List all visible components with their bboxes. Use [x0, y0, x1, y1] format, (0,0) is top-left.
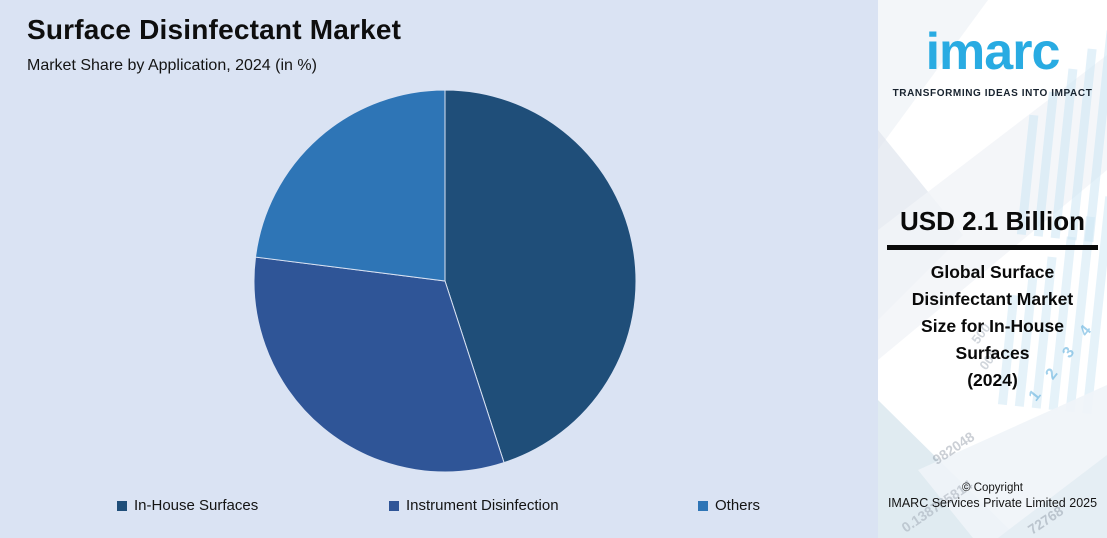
copyright-line1: © Copyright	[962, 482, 1023, 494]
divider-rule	[887, 245, 1098, 250]
copyright-line2: IMARC Services Private Limited 2025	[887, 496, 1098, 510]
pie-slice-in-house-surfaces	[444, 89, 637, 464]
market-size-label-line: Global Surface	[930, 262, 1055, 282]
pie-slice-instrument-disinfection	[253, 256, 505, 473]
legend-label: Others	[715, 497, 761, 514]
brand-panel: 1 2 3 4 500 000 982048 0.138785814 72768…	[878, 0, 1107, 538]
market-size-label-line: Disinfectant Market	[911, 289, 1074, 309]
market-size-value: USD 2.1 Billion	[900, 206, 1085, 236]
legend-swatch	[698, 500, 708, 511]
legend-swatch	[389, 500, 399, 511]
copyright: © Copyright IMARC Services Private Limit…	[878, 481, 1107, 511]
legend-item-in-house-surfaces: In-House Surfaces	[117, 497, 258, 514]
legend-label: In-House Surfaces	[134, 497, 259, 514]
legend-swatch	[117, 500, 127, 511]
legend-item-others: Others	[698, 497, 760, 514]
legend-item-instrument-disinfection: Instrument Disinfection	[389, 497, 559, 514]
legend-label: Instrument Disinfection	[406, 497, 559, 514]
page-subtitle: Market Share by Application, 2024 (in %)	[27, 57, 317, 74]
pie-slice-others	[254, 89, 446, 282]
page-title: Surface Disinfectant Market	[27, 14, 402, 45]
market-size-label-line: Size for In-House	[921, 316, 1064, 336]
pie-chart	[253, 89, 637, 473]
imarc-logo: imarc	[925, 23, 1061, 81]
market-size-label: Global Surface Disinfectant Market Size …	[884, 259, 1101, 394]
market-size-label-line: Surfaces	[955, 343, 1030, 363]
logo-tagline: TRANSFORMING IDEAS INTO IMPACT	[892, 88, 1093, 99]
decor-number-982048: 982048	[929, 428, 978, 468]
market-size-label-line: (2024)	[967, 370, 1018, 390]
